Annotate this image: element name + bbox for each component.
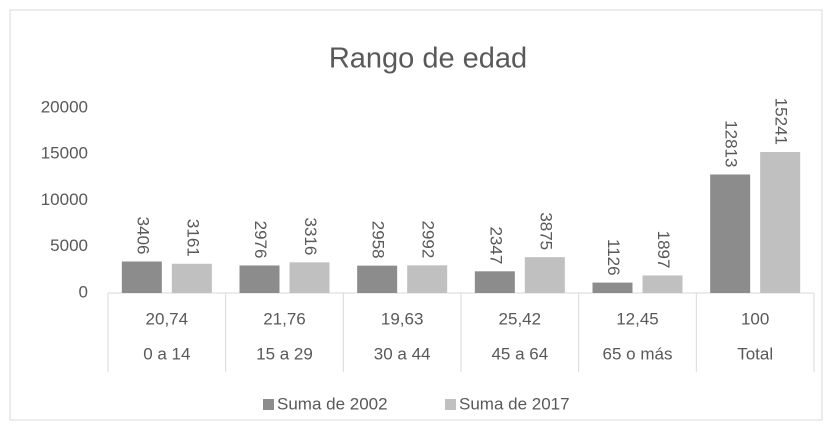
data-label: 1126 <box>604 239 623 276</box>
y-tick-label: 0 <box>79 282 88 301</box>
bar <box>289 262 330 293</box>
data-label: 1897 <box>654 231 673 269</box>
data-label: 2347 <box>486 226 505 264</box>
x-tick-label: 65 o más <box>603 344 673 363</box>
bar <box>357 265 398 293</box>
x-sublabel: 12,45 <box>616 309 659 328</box>
x-sublabel: 100 <box>741 309 769 328</box>
legend-swatch <box>445 399 456 410</box>
bar <box>171 263 212 293</box>
x-tick-label: 45 a 64 <box>491 344 548 363</box>
data-label: 3406 <box>133 217 152 255</box>
chart-border <box>9 9 823 421</box>
data-label: 2958 <box>369 221 388 259</box>
data-label: 2992 <box>419 220 438 258</box>
y-tick-label: 10000 <box>41 190 88 209</box>
y-tick-label: 15000 <box>41 144 88 163</box>
bar <box>710 174 751 293</box>
data-label: 15241 <box>772 98 791 145</box>
bar <box>239 265 280 293</box>
legend-label: Suma de 2002 <box>277 394 388 413</box>
x-tick-label: 0 a 14 <box>143 344 190 363</box>
bar <box>592 282 633 293</box>
y-tick-label: 5000 <box>50 236 88 255</box>
data-label: 3316 <box>301 217 320 255</box>
legend-label: Suma de 2017 <box>459 394 570 413</box>
data-label: 3875 <box>536 212 555 250</box>
bar <box>642 275 683 293</box>
chart-title: Rango de edad <box>329 43 527 75</box>
data-label: 2976 <box>251 221 270 259</box>
bar <box>121 261 162 293</box>
bar <box>524 257 565 293</box>
x-tick-label: 15 a 29 <box>256 344 313 363</box>
bar <box>760 152 801 293</box>
y-tick-label: 20000 <box>41 97 88 116</box>
data-label: 3161 <box>183 219 202 257</box>
x-tick-label: Total <box>737 344 773 363</box>
legend-swatch <box>263 399 274 410</box>
bar <box>407 265 448 293</box>
data-label: 12813 <box>722 120 741 167</box>
x-sublabel: 25,42 <box>499 309 542 328</box>
x-sublabel: 19,63 <box>381 309 424 328</box>
x-sublabel: 20,74 <box>146 309 189 328</box>
x-sublabel: 21,76 <box>263 309 306 328</box>
bar <box>474 271 515 293</box>
x-tick-label: 30 a 44 <box>374 344 431 363</box>
